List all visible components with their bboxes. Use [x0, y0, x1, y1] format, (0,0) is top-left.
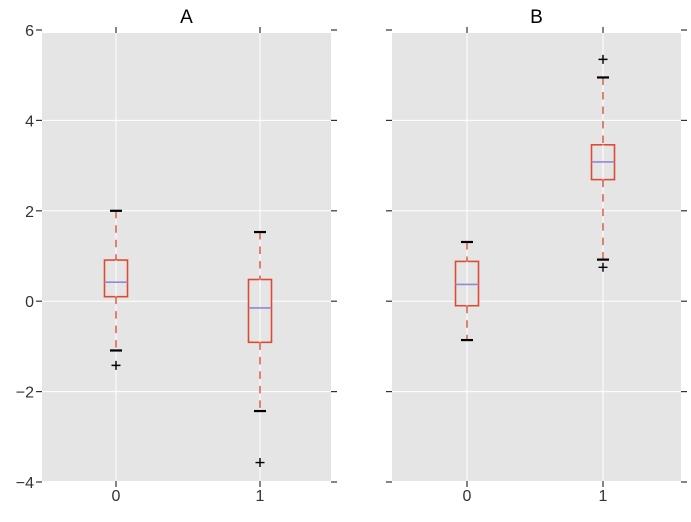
svg-text:0: 0 [112, 488, 121, 505]
svg-text:−2: −2 [16, 385, 34, 402]
svg-text:0: 0 [463, 488, 472, 505]
svg-text:A: A [180, 7, 193, 28]
svg-text:B: B [530, 7, 543, 28]
svg-text:4: 4 [25, 113, 34, 130]
svg-text:1: 1 [599, 488, 608, 505]
svg-text:0: 0 [25, 294, 34, 311]
svg-text:1: 1 [256, 488, 265, 505]
svg-text:2: 2 [25, 204, 34, 221]
svg-text:6: 6 [25, 23, 34, 40]
svg-text:−4: −4 [16, 475, 34, 492]
